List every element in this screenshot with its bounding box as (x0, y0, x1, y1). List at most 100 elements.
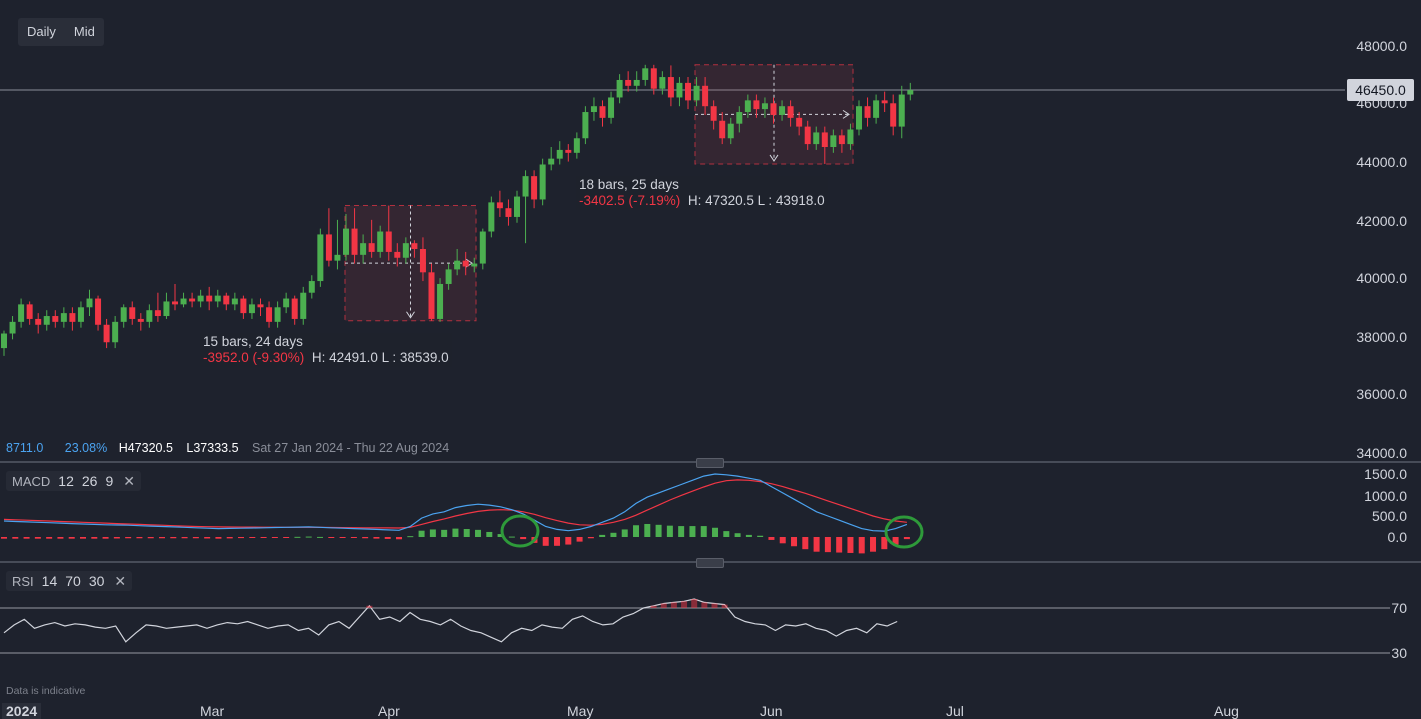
macd-histogram-bar (644, 523, 651, 537)
price-axis-label: 46000.0 (1356, 95, 1407, 111)
candle-body (539, 164, 546, 200)
macd-histogram-bar (576, 537, 583, 542)
macd-histogram-bar (384, 537, 391, 539)
price-axis-label: 38000.0 (1356, 329, 1407, 345)
measurement-change: -3952.0 (-9.30%) (203, 350, 305, 365)
candle-body (727, 123, 734, 139)
macd-histogram-bar (791, 537, 798, 547)
measurement-hl: H: 47320.5 L : 43918.0 (687, 193, 825, 208)
macd-remove-close-icon[interactable]: ✕ (123, 472, 135, 489)
macd-histogram-bar (565, 537, 572, 545)
range-low: 37333.5 (193, 441, 239, 455)
candle-body (377, 231, 384, 252)
macd-histogram-bar (339, 537, 346, 538)
macd-name: MACD (12, 473, 51, 489)
candle-body (206, 295, 213, 302)
candle-body (625, 79, 632, 86)
candle-body (223, 295, 230, 305)
macd-histogram-bar (779, 537, 786, 544)
macd-histogram-bar (147, 537, 154, 539)
rsi-legend[interactable]: RSI 14 70 30 ✕ (6, 571, 133, 591)
time-axis-label: Jul (946, 703, 964, 719)
price-axis-label: 44000.0 (1356, 154, 1407, 170)
candle-body (248, 304, 255, 314)
price-axis-label: 36000.0 (1356, 386, 1407, 402)
measurement-label-2: 18 bars, 25 days -3402.5 (-7.19%) H: 473… (576, 176, 828, 210)
macd-histogram-bar (858, 537, 865, 554)
macd-histogram-bar (181, 537, 188, 539)
range-dates: Sat 27 Jan 2024 - Thu 22 Aug 2024 (252, 441, 450, 455)
candle-body (667, 77, 674, 98)
candle-body (633, 79, 640, 86)
candle-body (736, 112, 743, 124)
macd-fast: 12 (58, 473, 74, 489)
macd-slow: 26 (81, 473, 98, 489)
candle-body (479, 231, 486, 264)
candle-body (787, 106, 794, 118)
candle-body (582, 112, 589, 139)
candle-body (283, 298, 290, 308)
candle-body (599, 106, 606, 118)
macd-histogram-bar (768, 537, 775, 540)
candle-body (308, 281, 315, 293)
price-type-mid-button[interactable]: Mid (73, 24, 95, 39)
macd-histogram-bar (328, 537, 335, 538)
macd-histogram-bar (712, 527, 719, 537)
candle-body (531, 176, 538, 200)
macd-histogram-bar (80, 537, 87, 539)
macd-histogram-bar (621, 529, 628, 537)
candle-body (368, 243, 375, 252)
range-low-label: L (186, 441, 194, 455)
crossover-highlight-circle (500, 514, 540, 548)
macd-histogram-bar (407, 536, 414, 538)
candle-body (907, 90, 914, 95)
candle-body (163, 301, 170, 317)
candle-body (214, 295, 221, 302)
interval-daily-button[interactable]: Daily (27, 24, 56, 39)
candle-body (804, 126, 811, 145)
candle-body (710, 106, 717, 121)
candle-body (351, 228, 358, 255)
candle-body (881, 100, 888, 104)
measurement-arrow-down (769, 154, 779, 162)
candle-body (445, 269, 452, 284)
rsi-remove-close-icon[interactable]: ✕ (114, 572, 127, 589)
range-high: 47320.5 (127, 441, 173, 455)
macd-histogram-bar (881, 537, 888, 550)
measurement-arrow-down (406, 311, 415, 319)
candle-body (565, 149, 572, 153)
pane-resize-handle[interactable] (696, 458, 724, 468)
measurement-label-1: 15 bars, 24 days -3952.0 (-9.30%) H: 424… (200, 333, 452, 367)
price-axis-label: 42000.0 (1356, 213, 1407, 229)
macd-histogram-bar (475, 529, 482, 537)
pane-resize-handle[interactable] (696, 558, 724, 568)
macd-histogram-bar (599, 534, 606, 537)
time-axis-label: Apr (378, 703, 400, 719)
candle-body (360, 243, 367, 255)
rsi-upper: 70 (65, 573, 81, 589)
macd-histogram-bar (34, 537, 41, 539)
macd-histogram-bar (192, 537, 199, 539)
macd-histogram-bar (678, 526, 685, 537)
macd-histogram-bar (802, 537, 809, 550)
macd-histogram-bar (813, 537, 820, 552)
candle-body (830, 135, 837, 147)
macd-histogram-bar (113, 537, 120, 539)
candle-body (240, 298, 247, 314)
candle-body (454, 260, 461, 270)
candle-body (514, 196, 520, 217)
macd-histogram-bar (136, 537, 143, 539)
candle-body (462, 260, 469, 267)
macd-histogram-bar (46, 537, 53, 539)
candle-body (471, 263, 478, 267)
candle-body (112, 321, 119, 343)
macd-legend[interactable]: MACD 12 26 9 ✕ (6, 471, 141, 491)
candle-body (838, 135, 845, 145)
candle-body (590, 106, 597, 113)
range-change: 8711.0 (6, 441, 44, 455)
macd-histogram-bar (68, 537, 75, 539)
macd-axis-label: 1500.0 (1364, 466, 1407, 482)
candle-body (291, 298, 298, 319)
macd-histogram-bar (757, 535, 764, 537)
